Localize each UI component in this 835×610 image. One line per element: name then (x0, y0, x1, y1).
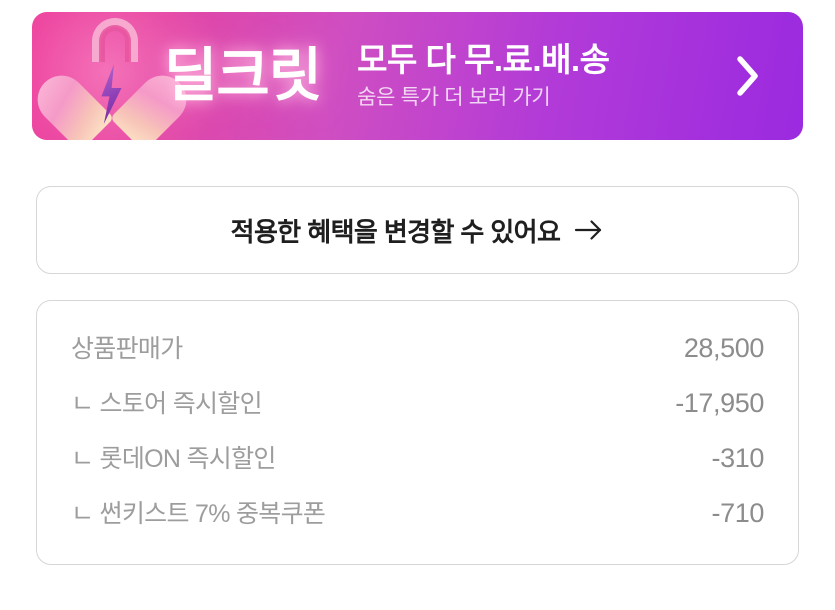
price-row-value: -310 (711, 443, 765, 473)
promo-banner[interactable]: 딜크릿 모두 다 무.료.배.송 숨은 특가 더 보러 가기 (32, 12, 803, 140)
price-row-label: 상품판매가 (71, 335, 183, 363)
price-row-label: ㄴ 스토어 즉시할인 (71, 390, 263, 418)
table-row: ㄴ 스토어 즉시할인 -17,950 (71, 384, 764, 439)
change-benefit-label: 적용한 혜택을 변경할 수 있어요 (230, 216, 561, 247)
price-row-value: 28,500 (683, 333, 765, 363)
promo-subtitle: 숨은 특가 더 보러 가기 (357, 86, 551, 110)
padlock-shackle-outer (92, 18, 138, 62)
arrow-right-icon (574, 218, 604, 242)
heart-padlock-icon (54, 16, 172, 136)
change-benefit-button[interactable]: 적용한 혜택을 변경할 수 있어요 (36, 186, 799, 274)
price-row-value: -710 (711, 498, 765, 528)
chevron-right-icon[interactable] (731, 54, 765, 98)
table-row: ㄴ 썬키스트 7% 중복쿠폰 -710 (71, 494, 764, 549)
price-row-label: ㄴ 롯데ON 즉시할인 (71, 445, 276, 473)
promo-title: 모두 다 무.료.배.송 (357, 41, 610, 79)
heart-body-shape (66, 44, 158, 130)
table-row: 상품판매가 28,500 (71, 329, 764, 384)
promo-copy: 모두 다 무.료.배.송 숨은 특가 더 보러 가기 (357, 41, 721, 110)
table-row: ㄴ 롯데ON 즉시할인 -310 (71, 439, 764, 494)
brand-wordmark: 딜크릿 (164, 43, 322, 108)
price-row-label: ㄴ 썬키스트 7% 중복쿠폰 (71, 500, 326, 528)
price-row-value: -17,950 (675, 388, 764, 418)
price-breakdown-card: 상품판매가 28,500 ㄴ 스토어 즉시할인 -17,950 ㄴ 롯데ON 즉… (36, 300, 799, 565)
